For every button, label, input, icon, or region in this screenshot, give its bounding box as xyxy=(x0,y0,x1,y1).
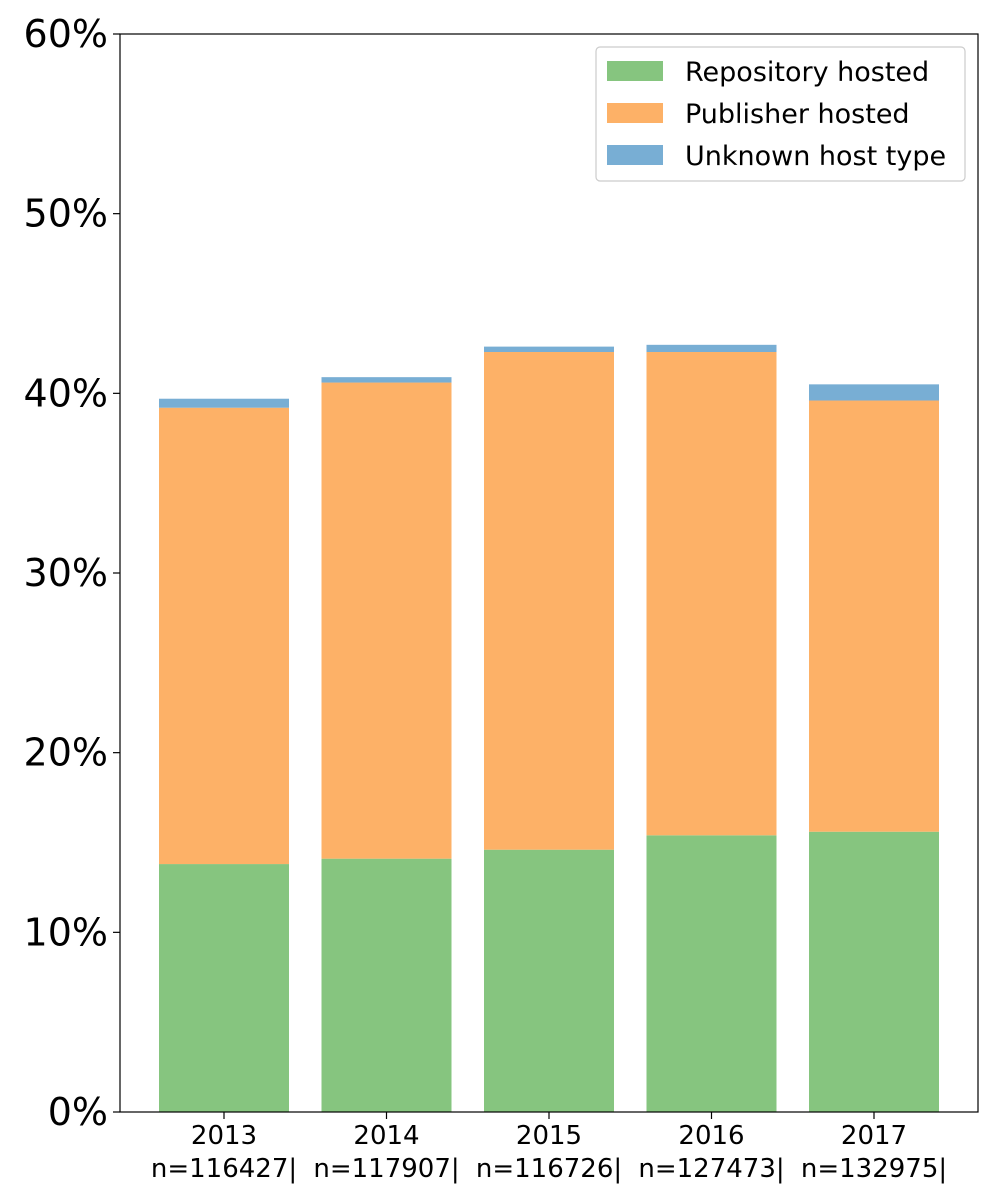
y-tick-label: 40% xyxy=(24,371,108,415)
x-tick-sublabel: n=132975| xyxy=(801,1154,947,1184)
y-tick-label: 0% xyxy=(48,1090,108,1134)
bar-repository-hosted-2016 xyxy=(646,835,777,1112)
legend-label-publisher-hosted: Publisher hosted xyxy=(685,99,910,130)
bar-repository-hosted-2014 xyxy=(321,858,452,1112)
legend-label-repository-hosted: Repository hosted xyxy=(685,57,929,88)
bars-layer xyxy=(159,344,939,1112)
x-tick-sublabel: n=116726| xyxy=(476,1154,622,1184)
legend-box xyxy=(595,46,966,182)
legend-swatch-repository-hosted xyxy=(607,61,663,81)
legend: Repository hosted Publisher hosted Unknown… xyxy=(595,46,966,182)
bar-unknown-host-type-2017 xyxy=(809,384,939,401)
x-tick-label: 2016 xyxy=(678,1121,744,1151)
x-tick-sublabel: n=127473| xyxy=(638,1154,784,1184)
bar-publisher-hosted-2014 xyxy=(321,382,452,859)
x-tick-sublabel: n=117907| xyxy=(313,1154,459,1184)
bar-publisher-hosted-2017 xyxy=(809,400,939,832)
y-tick-label: 30% xyxy=(24,551,108,595)
y-tick-label: 20% xyxy=(24,731,108,775)
bar-repository-hosted-2015 xyxy=(484,849,614,1112)
y-axis: 0% 10% 20% 30% 40% 50% 60% xyxy=(24,12,120,1134)
bar-unknown-host-type-2013 xyxy=(159,398,289,408)
legend-swatch-publisher-hosted xyxy=(607,103,663,123)
bar-publisher-hosted-2015 xyxy=(484,352,614,850)
bar-unknown-host-type-2016 xyxy=(646,344,777,353)
bar-unknown-host-type-2014 xyxy=(321,377,452,383)
legend-label-unknown-host-type: Unknown host type xyxy=(685,141,946,172)
y-tick-label: 60% xyxy=(24,12,108,56)
x-tick-label: 2014 xyxy=(353,1121,419,1151)
bar-publisher-hosted-2016 xyxy=(646,352,777,836)
x-tick-label: 2015 xyxy=(516,1121,582,1151)
x-tick-sublabel: n=116427| xyxy=(151,1154,297,1184)
x-tick-label: 2013 xyxy=(191,1121,257,1151)
bar-repository-hosted-2017 xyxy=(809,831,939,1112)
x-tick-label: 2017 xyxy=(841,1121,907,1151)
bar-unknown-host-type-2015 xyxy=(484,346,614,353)
bar-repository-hosted-2013 xyxy=(159,864,289,1112)
bar-publisher-hosted-2013 xyxy=(159,407,289,865)
y-tick-label: 10% xyxy=(24,910,108,954)
legend-swatch-unknown-host-type xyxy=(607,145,663,165)
y-tick-label: 50% xyxy=(24,192,108,236)
